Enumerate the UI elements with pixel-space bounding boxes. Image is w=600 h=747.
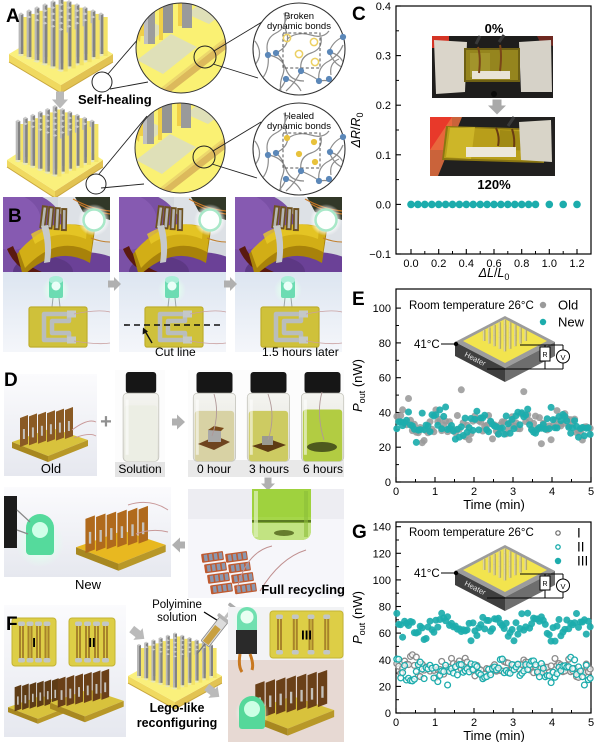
- svg-text:80: 80: [379, 602, 391, 614]
- svg-text:E: E: [352, 289, 365, 310]
- svg-text:20: 20: [379, 681, 391, 693]
- svg-text:dynamic bonds: dynamic bonds: [267, 21, 331, 32]
- svg-text:New: New: [75, 577, 102, 592]
- svg-text:Room temperature 26°C: Room temperature 26°C: [409, 300, 534, 312]
- svg-text:−0.1: −0.1: [369, 249, 391, 261]
- svg-text:41°C: 41°C: [414, 339, 440, 351]
- svg-text:II: II: [88, 635, 95, 650]
- svg-text:C: C: [352, 4, 366, 25]
- svg-text:2: 2: [471, 486, 477, 498]
- svg-text:Solution: Solution: [118, 462, 161, 476]
- svg-text:120%: 120%: [477, 177, 511, 192]
- svg-text:III: III: [577, 554, 588, 569]
- svg-text:II: II: [577, 540, 585, 555]
- svg-text:1.5 hours later: 1.5 hours later: [262, 345, 339, 359]
- svg-text:Old: Old: [558, 298, 578, 313]
- svg-text:F: F: [6, 614, 18, 635]
- svg-text:0.4: 0.4: [459, 258, 474, 270]
- svg-text:60: 60: [379, 628, 391, 640]
- svg-text:0.1: 0.1: [376, 150, 391, 162]
- svg-text:0%: 0%: [485, 21, 504, 36]
- svg-text:3 hours: 3 hours: [249, 462, 289, 476]
- svg-text:B: B: [8, 206, 22, 227]
- svg-text:0.0: 0.0: [376, 199, 391, 211]
- svg-text:3: 3: [510, 486, 516, 498]
- svg-text:0.6: 0.6: [486, 258, 501, 270]
- svg-text:40: 40: [379, 407, 391, 419]
- svg-text:0: 0: [393, 486, 399, 498]
- svg-text:0.4: 0.4: [376, 1, 391, 13]
- svg-text:Room temperature 26°C: Room temperature 26°C: [409, 527, 534, 539]
- svg-text:0: 0: [393, 717, 399, 729]
- svg-text:A: A: [6, 6, 20, 27]
- svg-text:Broken: Broken: [284, 11, 314, 22]
- svg-text:Time (min): Time (min): [463, 497, 525, 512]
- svg-text:R: R: [542, 581, 547, 588]
- svg-text:5: 5: [588, 486, 594, 498]
- svg-text:I: I: [577, 526, 581, 541]
- svg-text:G: G: [352, 522, 367, 543]
- svg-text:R: R: [542, 352, 547, 359]
- svg-text:ΔL/L0: ΔL/L0: [478, 266, 510, 282]
- svg-text:I: I: [32, 635, 36, 650]
- svg-text:4: 4: [549, 717, 555, 729]
- svg-text:1.0: 1.0: [542, 258, 557, 270]
- svg-text:0 hour: 0 hour: [197, 462, 231, 476]
- svg-text:0: 0: [385, 477, 391, 489]
- svg-text:Healed: Healed: [284, 111, 314, 122]
- svg-text:Full recycling: Full recycling: [261, 582, 345, 597]
- svg-text:dynamic bonds: dynamic bonds: [267, 121, 331, 132]
- svg-text:solution: solution: [157, 612, 197, 624]
- svg-text:6 hours: 6 hours: [303, 462, 343, 476]
- svg-text:80: 80: [379, 338, 391, 350]
- svg-text:100: 100: [373, 303, 391, 315]
- svg-text:140: 140: [373, 522, 391, 534]
- svg-text:D: D: [4, 370, 18, 391]
- svg-text:Pout (nW): Pout (nW): [350, 359, 367, 412]
- svg-text:20: 20: [379, 442, 391, 454]
- svg-text:Lego-like: Lego-like: [150, 701, 205, 715]
- svg-text:0.3: 0.3: [376, 51, 391, 63]
- svg-text:0.2: 0.2: [376, 100, 391, 112]
- svg-text:reconfiguring: reconfiguring: [137, 716, 218, 730]
- svg-text:1.2: 1.2: [569, 258, 584, 270]
- svg-text:Polyimine: Polyimine: [152, 599, 202, 611]
- svg-text:Time (min): Time (min): [463, 728, 525, 742]
- svg-text:0.8: 0.8: [514, 258, 529, 270]
- svg-text:40: 40: [379, 655, 391, 667]
- svg-text:+: +: [100, 411, 112, 433]
- svg-text:100: 100: [373, 575, 391, 587]
- svg-text:120: 120: [373, 548, 391, 560]
- svg-text:Self-healing: Self-healing: [78, 92, 152, 107]
- svg-text:ΔR/R0: ΔR/R0: [349, 113, 365, 149]
- svg-text:1: 1: [432, 486, 438, 498]
- svg-text:0: 0: [385, 708, 391, 720]
- svg-text:2: 2: [471, 717, 477, 729]
- svg-text:41°C: 41°C: [414, 568, 440, 580]
- svg-text:5: 5: [588, 717, 594, 729]
- svg-text:V: V: [560, 353, 565, 362]
- svg-text:V: V: [560, 582, 565, 591]
- svg-text:1: 1: [432, 717, 438, 729]
- svg-text:Old: Old: [41, 461, 61, 476]
- svg-text:0.0: 0.0: [403, 258, 418, 270]
- svg-text:Pout (nW): Pout (nW): [350, 591, 367, 644]
- svg-text:60: 60: [379, 373, 391, 385]
- svg-text:3: 3: [510, 717, 516, 729]
- svg-text:0.2: 0.2: [431, 258, 446, 270]
- svg-text:III: III: [301, 628, 312, 643]
- svg-text:4: 4: [549, 486, 555, 498]
- svg-text:New: New: [558, 315, 585, 330]
- svg-text:Cut line: Cut line: [155, 345, 196, 359]
